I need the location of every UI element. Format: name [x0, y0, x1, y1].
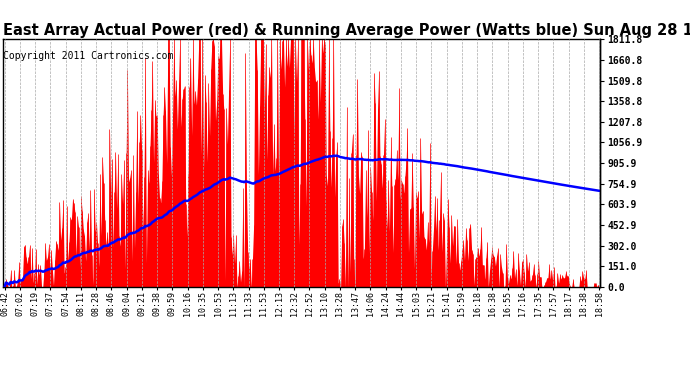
Text: Copyright 2011 Cartronics.com: Copyright 2011 Cartronics.com — [3, 51, 174, 60]
Text: East Array Actual Power (red) & Running Average Power (Watts blue) Sun Aug 28 19: East Array Actual Power (red) & Running … — [3, 23, 690, 38]
